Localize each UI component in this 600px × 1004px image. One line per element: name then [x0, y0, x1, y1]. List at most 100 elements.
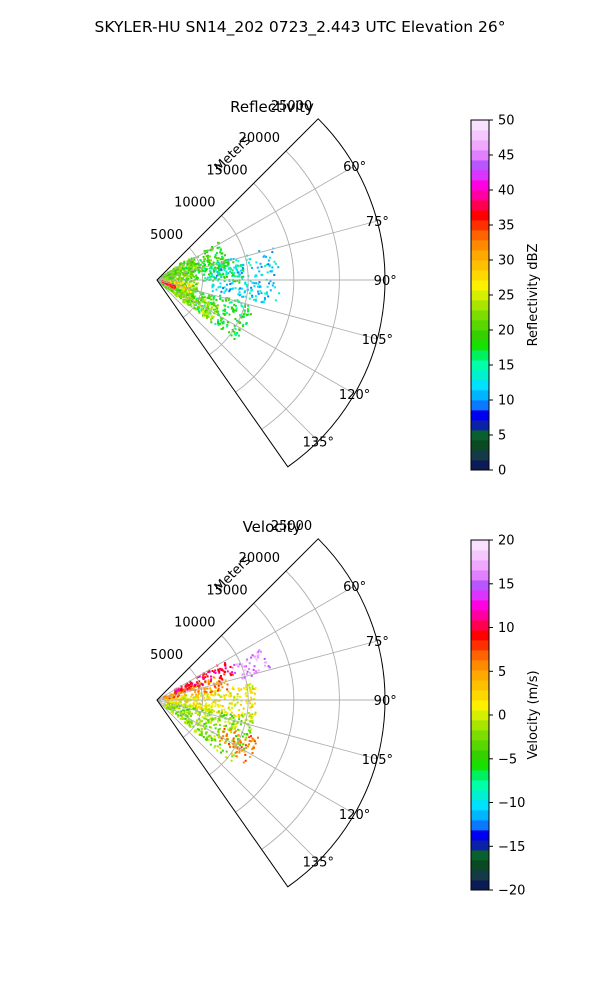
- echo-gate: [186, 721, 189, 724]
- echo-gate: [222, 322, 225, 325]
- echo-gate: [257, 282, 260, 285]
- echo-gate: [248, 743, 250, 746]
- echo-gate: [205, 673, 208, 676]
- echo-gate: [245, 322, 248, 325]
- radial-tick-label: 25000: [271, 519, 312, 534]
- echo-gate: [204, 252, 206, 255]
- echo-gate: [193, 265, 196, 268]
- echo-gate: [271, 266, 274, 269]
- echo-gate: [277, 266, 280, 269]
- echo-gate: [241, 278, 244, 281]
- colorbar-swatch: [471, 860, 489, 871]
- echo-gate: [225, 276, 228, 278]
- echo-gate: [178, 270, 181, 273]
- echo-gate: [192, 293, 195, 296]
- echo-gate: [193, 258, 196, 261]
- echo-gate: [217, 711, 220, 714]
- radial-tick-label: 20000: [239, 131, 280, 146]
- echo-gate: [251, 295, 254, 298]
- echo-gate: [217, 745, 219, 748]
- echo-gate: [211, 710, 214, 713]
- colorbar-swatch: [471, 610, 489, 621]
- echo-gate: [231, 687, 234, 690]
- echo-gate: [176, 289, 179, 292]
- echo-gate: [274, 262, 277, 265]
- echo-gate: [210, 275, 213, 278]
- colorbar-swatch: [471, 370, 489, 381]
- echo-gate: [216, 307, 219, 310]
- colorbar-swatch: [471, 210, 489, 221]
- echo-gate: [210, 680, 212, 682]
- echo-region: [231, 649, 271, 680]
- echo-gate: [188, 686, 191, 689]
- echo-gate: [170, 289, 173, 292]
- echo-gate: [223, 694, 226, 697]
- echo-gate: [254, 298, 257, 301]
- echo-gate: [214, 692, 217, 695]
- echo-gate: [185, 686, 188, 689]
- echo-gate: [201, 308, 204, 311]
- echo-gate: [192, 264, 194, 267]
- echo-gate: [231, 269, 234, 272]
- echo-gate: [205, 702, 208, 705]
- echo-gate: [238, 748, 241, 751]
- echo-gate: [210, 318, 213, 321]
- echo-gate: [167, 282, 170, 285]
- echo-gate: [219, 249, 222, 252]
- echo-gate: [210, 267, 213, 270]
- echo-gate: [233, 331, 236, 334]
- echo-gate: [185, 267, 188, 270]
- echo-gate: [174, 696, 177, 699]
- echo-gate: [205, 301, 208, 304]
- echo-gate: [168, 697, 171, 700]
- echo-gate: [210, 708, 213, 711]
- echo-gate: [221, 705, 224, 708]
- echo-gate: [179, 267, 182, 270]
- echo-gate: [226, 264, 229, 267]
- echo-gate: [201, 676, 204, 679]
- echo-gate: [210, 263, 213, 266]
- echo-gate: [197, 271, 200, 274]
- echo-gate: [236, 722, 239, 725]
- echo-gate: [237, 334, 240, 337]
- echo-gate: [199, 719, 202, 722]
- echo-gate: [163, 284, 166, 287]
- echo-gate: [250, 656, 253, 659]
- echo-gate: [178, 702, 181, 704]
- colorbar-tick-label: 15: [498, 359, 515, 374]
- echo-gate: [204, 676, 207, 679]
- echo-gate: [217, 684, 220, 687]
- echo-gate: [255, 671, 258, 674]
- echo-gate: [238, 275, 241, 278]
- echo-gate: [231, 328, 234, 331]
- echo-gate: [187, 274, 189, 277]
- echo-gate: [239, 293, 242, 296]
- echo-gate: [223, 313, 226, 316]
- echo-gate: [190, 277, 193, 279]
- echo-gate: [265, 255, 267, 258]
- echo-gate: [210, 720, 213, 723]
- echo-gate: [188, 723, 191, 726]
- echo-gate: [186, 688, 189, 690]
- echo-gate: [251, 719, 254, 722]
- echo-gate: [214, 693, 217, 696]
- colorbar-swatch: [471, 580, 489, 591]
- echo-gate: [177, 692, 180, 695]
- echo-gate: [218, 740, 221, 743]
- range-ring: [261, 570, 340, 850]
- echo-gate: [170, 711, 173, 713]
- echo-gate: [225, 738, 228, 741]
- echo-gate: [251, 703, 254, 706]
- echo-gate: [173, 285, 176, 288]
- echo-gate: [224, 265, 227, 268]
- echo-gate: [231, 755, 234, 758]
- echo-gate: [248, 261, 250, 264]
- echo-gate: [169, 270, 172, 273]
- echo-gate: [184, 299, 187, 302]
- echo-gate: [260, 292, 263, 295]
- radial-tick-label: 20000: [239, 551, 280, 566]
- echo-gate: [202, 314, 204, 317]
- echo-gate: [173, 275, 176, 278]
- echo-gate: [182, 298, 185, 301]
- echo-gate: [186, 711, 189, 714]
